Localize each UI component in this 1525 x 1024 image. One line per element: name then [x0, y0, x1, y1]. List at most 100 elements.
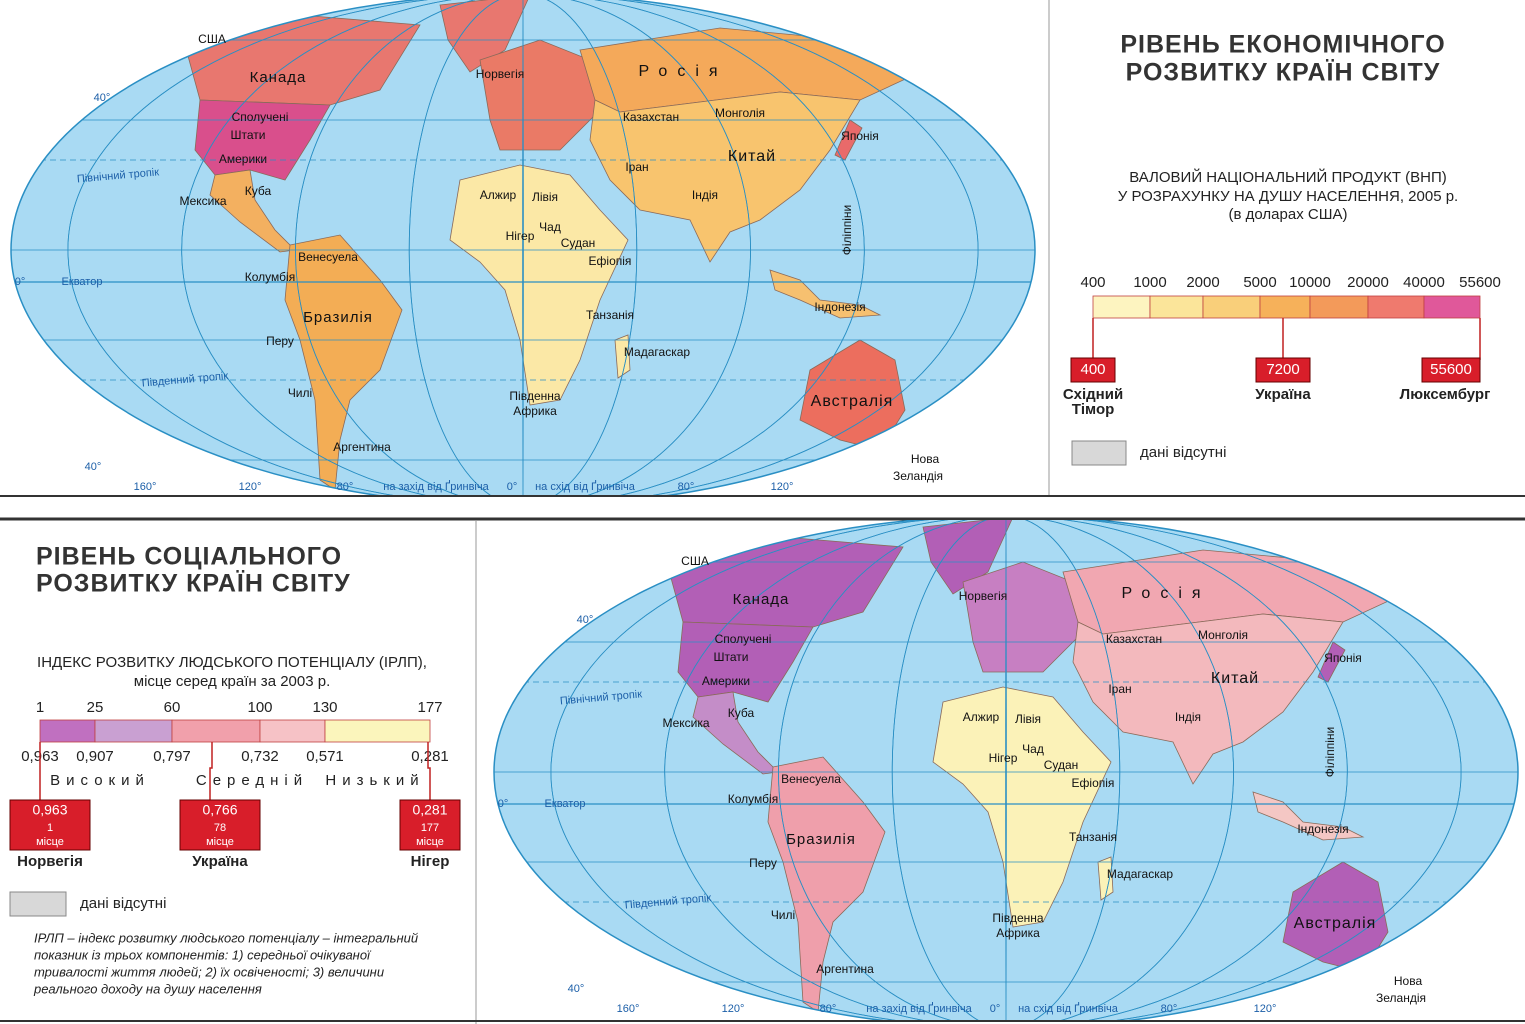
example-unit: місце	[206, 836, 234, 848]
pointer	[209, 742, 213, 800]
example-name: Норвегія	[17, 853, 83, 870]
country-label: Перу	[749, 856, 777, 870]
country-label: Зеландія	[1376, 991, 1426, 1005]
rank-label: 177	[417, 699, 442, 716]
country-label: Лівія	[532, 190, 558, 204]
grid-label: 120°	[722, 1003, 745, 1015]
title: РІВЕНЬ СОЦІАЛЬНОГО	[36, 543, 342, 571]
country-label: Чилі	[288, 386, 312, 400]
example-name: Україна	[192, 853, 248, 870]
grid-label: 160°	[134, 481, 157, 493]
map-body	[494, 520, 1518, 1020]
country-label: Монголія	[1198, 628, 1248, 642]
index-label: 0,907	[76, 748, 114, 765]
grid-label: 80°	[1161, 1003, 1178, 1015]
country-label: Китай	[1211, 670, 1259, 687]
title: РІВЕНЬ ЕКОНОМІЧНОГО	[1120, 31, 1445, 59]
country-label: Перу	[266, 334, 294, 348]
example-box	[9, 799, 91, 851]
scale-segment	[171, 719, 261, 743]
example-value: 400	[1080, 361, 1105, 378]
scale-label: 1000	[1133, 274, 1166, 291]
country-label: Південна	[509, 389, 560, 403]
country-label: Монголія	[715, 106, 765, 120]
index-label: 0,732	[241, 748, 279, 765]
country-label: Колумбія	[245, 270, 295, 284]
country-label: Японія	[841, 129, 879, 143]
example-box	[1070, 357, 1116, 383]
country-label: Нова	[1394, 974, 1423, 988]
index-label: 0,797	[153, 748, 191, 765]
example-unit: місце	[36, 836, 64, 848]
country-label: Ефіопія	[589, 254, 632, 268]
example-rank: 177	[421, 822, 439, 834]
example-box	[1255, 357, 1311, 383]
example-box	[399, 799, 461, 851]
example-rank: 78	[214, 822, 226, 834]
country-label: Чилі	[771, 908, 795, 922]
note: показник із трьох компонентів: 1) середн…	[34, 947, 372, 962]
country-label: Лівія	[1015, 712, 1041, 726]
country-label: Америки	[702, 674, 750, 688]
country-label: Філіппіни	[1323, 727, 1337, 777]
rank-label: 130	[312, 699, 337, 716]
level-label: Високий	[50, 772, 150, 789]
scale-label: 40000	[1403, 274, 1445, 291]
grid-label: 80°	[678, 481, 695, 493]
country-label: Судан	[1044, 758, 1079, 772]
note: тривалості життя людей; 2) їх освіченост…	[34, 964, 384, 979]
country-label: Канада	[733, 591, 790, 608]
example-box	[1421, 357, 1481, 383]
country-label: Мадагаскар	[624, 345, 690, 359]
country-label: Африка	[996, 926, 1040, 940]
land	[1072, 613, 1344, 785]
country-label: Індонезія	[814, 300, 865, 314]
country-label: Іран	[1108, 682, 1131, 696]
country-label: Росія	[1121, 585, 1210, 602]
country-label: Філіппіни	[840, 205, 854, 255]
example-value: 55600	[1430, 361, 1472, 378]
country-label: Венесуела	[298, 250, 358, 264]
grid-label: Екватор	[545, 798, 586, 810]
scale-label: 10000	[1289, 274, 1331, 291]
land	[962, 561, 1084, 673]
grid-label: 0°	[507, 481, 518, 493]
example-value: 0,281	[412, 802, 447, 818]
grid-label: 40°	[577, 614, 594, 626]
map-frame	[10, 0, 1036, 495]
index-label: 0,281	[411, 748, 449, 765]
scale-label: 55600	[1459, 274, 1501, 291]
scale-segment	[1309, 295, 1369, 319]
level-label: Середній	[196, 772, 308, 789]
country-label: Америки	[219, 152, 267, 166]
economic-map: США Канада Сполучені Штати Америки Мексика Куб…	[10, 0, 1036, 495]
country-label: Нігер	[506, 229, 535, 243]
country-label: Індія	[1175, 710, 1201, 724]
rank-label: 100	[247, 699, 272, 716]
country-label: Танзанія	[1069, 830, 1117, 844]
example-value: 7200	[1266, 361, 1299, 378]
title: РОЗВИТКУ КРАЇН СВІТУ	[1126, 59, 1441, 87]
country-label: Казахстан	[1106, 632, 1162, 646]
grid-label: 40°	[568, 983, 585, 995]
example-box	[179, 799, 261, 851]
country-label: Сполучені	[232, 110, 289, 124]
country-label: Японія	[1324, 651, 1362, 665]
subtitle: (в доларах США)	[1229, 206, 1348, 223]
no-data-label: дані відсутні	[80, 895, 166, 912]
country-label: Норвегія	[476, 67, 524, 81]
scale-segment	[1202, 295, 1261, 319]
country-label: Бразилія	[303, 309, 373, 326]
example-name: Нігер	[411, 853, 450, 870]
country-label: Індонезія	[1297, 822, 1348, 836]
country-label: Іран	[625, 160, 648, 174]
scale-segment	[94, 719, 173, 743]
land	[589, 91, 861, 263]
grid-label: 120°	[771, 481, 794, 493]
grid-label: на захід від Ґринвіча	[383, 480, 489, 493]
title: РОЗВИТКУ КРАЇН СВІТУ	[36, 570, 351, 598]
country-label: Росія	[638, 63, 727, 80]
example-value: 0,766	[202, 802, 237, 818]
grid-label: на схід від Ґринвіча	[535, 480, 636, 493]
